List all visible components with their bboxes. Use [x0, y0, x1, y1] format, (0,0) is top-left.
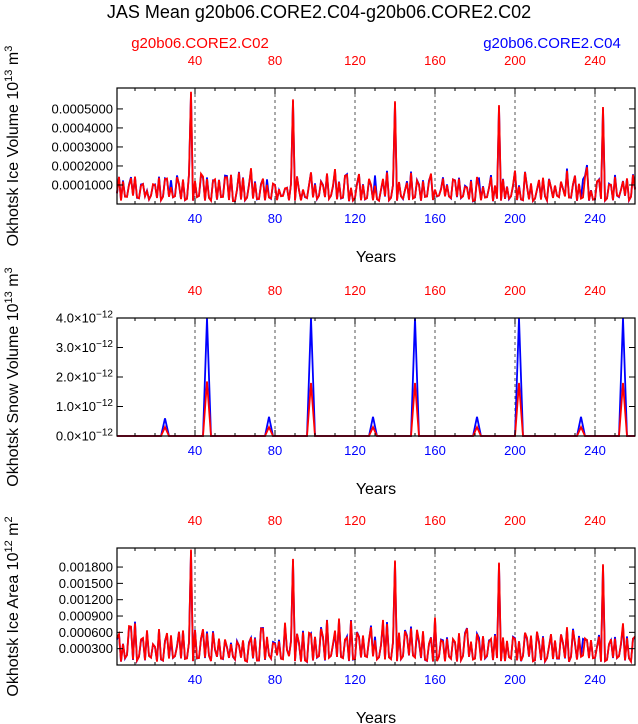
x-tick-label-top: 120 — [344, 53, 366, 68]
y-tick-label: 0.001500 — [59, 576, 113, 591]
x-tick-label-top: 40 — [188, 283, 202, 298]
x-tick-label-top: 40 — [188, 513, 202, 528]
x-tick-label-bottom: 80 — [268, 211, 282, 226]
x-tick-label-top: 80 — [268, 283, 282, 298]
x-tick-label-top: 80 — [268, 53, 282, 68]
y-tick-label: 0.0×10−12 — [56, 428, 114, 444]
x-tick-label-bottom: 40 — [188, 672, 202, 687]
chart-panel-1: 40 40 80 80 120 120 160 160 200 200 240 240 0.000100… — [3, 46, 636, 266]
y-tick-label: 3.0×10−12 — [56, 339, 114, 355]
x-tick-label-bottom: 120 — [344, 672, 366, 687]
panels: 40 40 80 80 120 120 160 160 200 200 240 240 0.000100… — [3, 46, 636, 724]
x-tick-label-top: 160 — [424, 513, 446, 528]
y-tick-label: 0.0002000 — [52, 158, 113, 173]
x-tick-label-bottom: 200 — [504, 443, 526, 458]
x-tick-label-bottom: 200 — [504, 211, 526, 226]
y-tick-label: 0.000300 — [59, 641, 113, 656]
x-axis-title: Years — [356, 710, 396, 724]
chart-panel-3: 40 40 80 80 120 120 160 160 200 200 240 240 0.000300… — [3, 513, 636, 724]
chart-panel-2: 40 40 80 80 120 120 160 160 200 200 240 240 0.0×10−1… — [3, 267, 636, 498]
x-tick-label-top: 200 — [504, 513, 526, 528]
x-tick-label-top: 240 — [584, 513, 606, 528]
x-tick-label-bottom: 80 — [268, 672, 282, 687]
x-tick-label-bottom: 80 — [268, 443, 282, 458]
y-tick-label: 0.0005000 — [52, 101, 113, 116]
x-tick-label-top: 200 — [504, 53, 526, 68]
x-tick-label-bottom: 40 — [188, 211, 202, 226]
x-tick-label-top: 40 — [188, 53, 202, 68]
y-tick-label: 4.0×10−12 — [56, 310, 114, 326]
y-tick-label: 0.001800 — [59, 560, 113, 575]
x-tick-label-bottom: 240 — [584, 211, 606, 226]
x-tick-label-bottom: 240 — [584, 672, 606, 687]
y-tick-label: 0.0004000 — [52, 120, 113, 135]
y-tick-label: 0.001200 — [59, 592, 113, 607]
y-axis-title: Okhotsk Snow Volume 1013 m3 — [3, 267, 22, 486]
y-tick-label: 0.000600 — [59, 625, 113, 640]
x-tick-label-top: 120 — [344, 283, 366, 298]
plot-frame — [116, 317, 636, 437]
y-tick-label: 1.0×10−12 — [56, 398, 114, 414]
plot-frame — [116, 87, 636, 205]
x-tick-label-bottom: 120 — [344, 211, 366, 226]
legend-label-c04: g20b06.CORE2.C04 — [483, 35, 621, 52]
x-axis-title: Years — [356, 249, 396, 266]
x-tick-label-bottom: 120 — [344, 443, 366, 458]
x-tick-label-bottom: 160 — [424, 672, 446, 687]
y-axis-title: Okhotsk Ice Volume 1013 m3 — [3, 46, 22, 247]
x-tick-label-bottom: 160 — [424, 211, 446, 226]
series-line-c02 — [116, 91, 636, 205]
y-tick-label: 0.0001000 — [52, 177, 113, 192]
x-tick-label-top: 120 — [344, 513, 366, 528]
y-tick-label: 2.0×10−12 — [56, 369, 114, 385]
legend-label-c02: g20b06.CORE2.C02 — [131, 35, 269, 52]
chart-title: JAS Mean g20b06.CORE2.C04-g20b06.CORE2.C… — [107, 2, 531, 22]
x-tick-label-bottom: 200 — [504, 672, 526, 687]
x-tick-label-bottom: 160 — [424, 443, 446, 458]
plot-frame — [116, 547, 636, 666]
x-tick-label-top: 200 — [504, 283, 526, 298]
series-line-c04 — [117, 317, 635, 437]
x-tick-label-top: 80 — [268, 513, 282, 528]
series-line-c02 — [116, 549, 636, 665]
x-tick-label-top: 160 — [424, 53, 446, 68]
x-axis-title: Years — [356, 481, 396, 498]
x-tick-label-bottom: 40 — [188, 443, 202, 458]
y-axis-title: Okhotsk Ice Area 1012 m2 — [3, 516, 22, 696]
x-tick-label-bottom: 240 — [584, 443, 606, 458]
x-tick-label-top: 160 — [424, 283, 446, 298]
y-tick-label: 0.000900 — [59, 609, 113, 624]
x-tick-label-top: 240 — [584, 53, 606, 68]
x-tick-label-top: 240 — [584, 283, 606, 298]
y-tick-label: 0.0003000 — [52, 139, 113, 154]
